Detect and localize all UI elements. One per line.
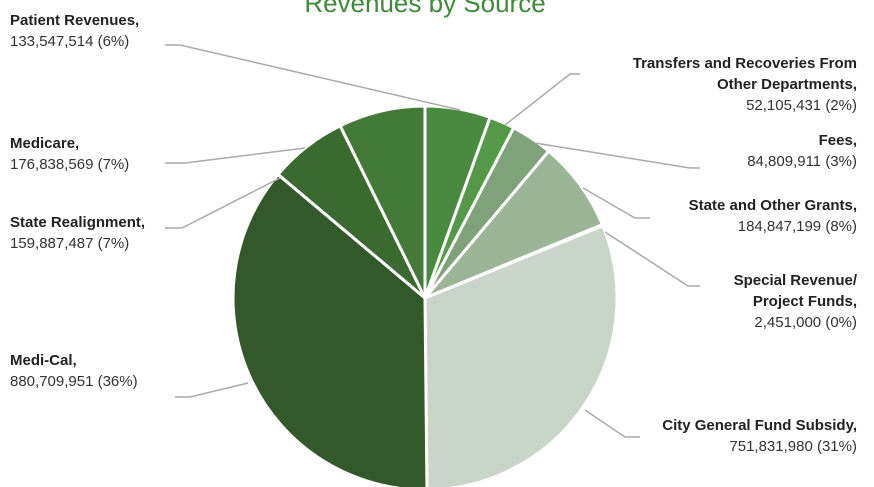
leader-line (582, 187, 650, 219)
slice-name: State and Other Grants, (688, 197, 857, 214)
slice-name: Transfers and Recoveries From Other Depa… (632, 55, 857, 93)
slice-value: 751,831,980 (31%) (729, 438, 857, 455)
leader-line (584, 409, 640, 438)
slice-label: City General Fund Subsidy, 751,831,980 (3… (662, 415, 857, 457)
slice-label: Special Revenue/ Project Funds, 2,451,000… (707, 270, 857, 333)
slice-label: Fees, 84,809,911 (3%) (747, 130, 857, 172)
slice-name: City General Fund Subsidy, (662, 417, 857, 434)
slice-name: Patient Revenues, (10, 12, 140, 29)
slice-name: Special Revenue/ Project Funds, (733, 272, 857, 310)
slice-value: 52,105,431 (2%) (746, 97, 857, 114)
slice-name: State Realignment, (10, 214, 146, 231)
leader-line (504, 73, 580, 126)
slice-value: 133,547,514 (6%) (10, 33, 130, 50)
slice-label: State and Other Grants, 184,847,199 (8%) (689, 195, 857, 237)
slice-label: Medi-Cal, 880,709,951 (36%) (10, 350, 138, 392)
leader-line (165, 177, 281, 229)
slice-label: Patient Revenues, 133,547,514 (6%) (10, 10, 139, 52)
slice-value: 84,809,911 (3%) (747, 153, 857, 170)
slice-value: 2,451,000 (0%) (754, 314, 857, 331)
slice-label: Transfers and Recoveries From Other Depa… (607, 53, 857, 116)
pie-slice (231, 172, 429, 487)
slice-value: 176,838,569 (7%) (10, 156, 130, 173)
pie-slice (423, 223, 619, 487)
leader-line (165, 147, 306, 164)
slice-label: State Realignment, 159,887,487 (7%) (10, 212, 145, 254)
slice-name: Medi-Cal, (10, 352, 77, 369)
slice-label: Medicare, 176,838,569 (7%) (10, 133, 129, 175)
slice-value: 184,847,199 (8%) (737, 218, 857, 235)
leader-line (165, 44, 461, 111)
leader-line (604, 231, 700, 287)
pie-slice (338, 104, 427, 299)
slice-value: 880,709,951 (36%) (10, 373, 138, 390)
slice-name: Fees, (818, 132, 857, 149)
slice-name: Medicare, (10, 135, 80, 152)
leader-line (534, 142, 700, 169)
chart-title: Revenues by Source (304, 0, 546, 18)
leader-line (175, 382, 249, 398)
slice-value: 159,887,487 (7%) (10, 235, 130, 252)
